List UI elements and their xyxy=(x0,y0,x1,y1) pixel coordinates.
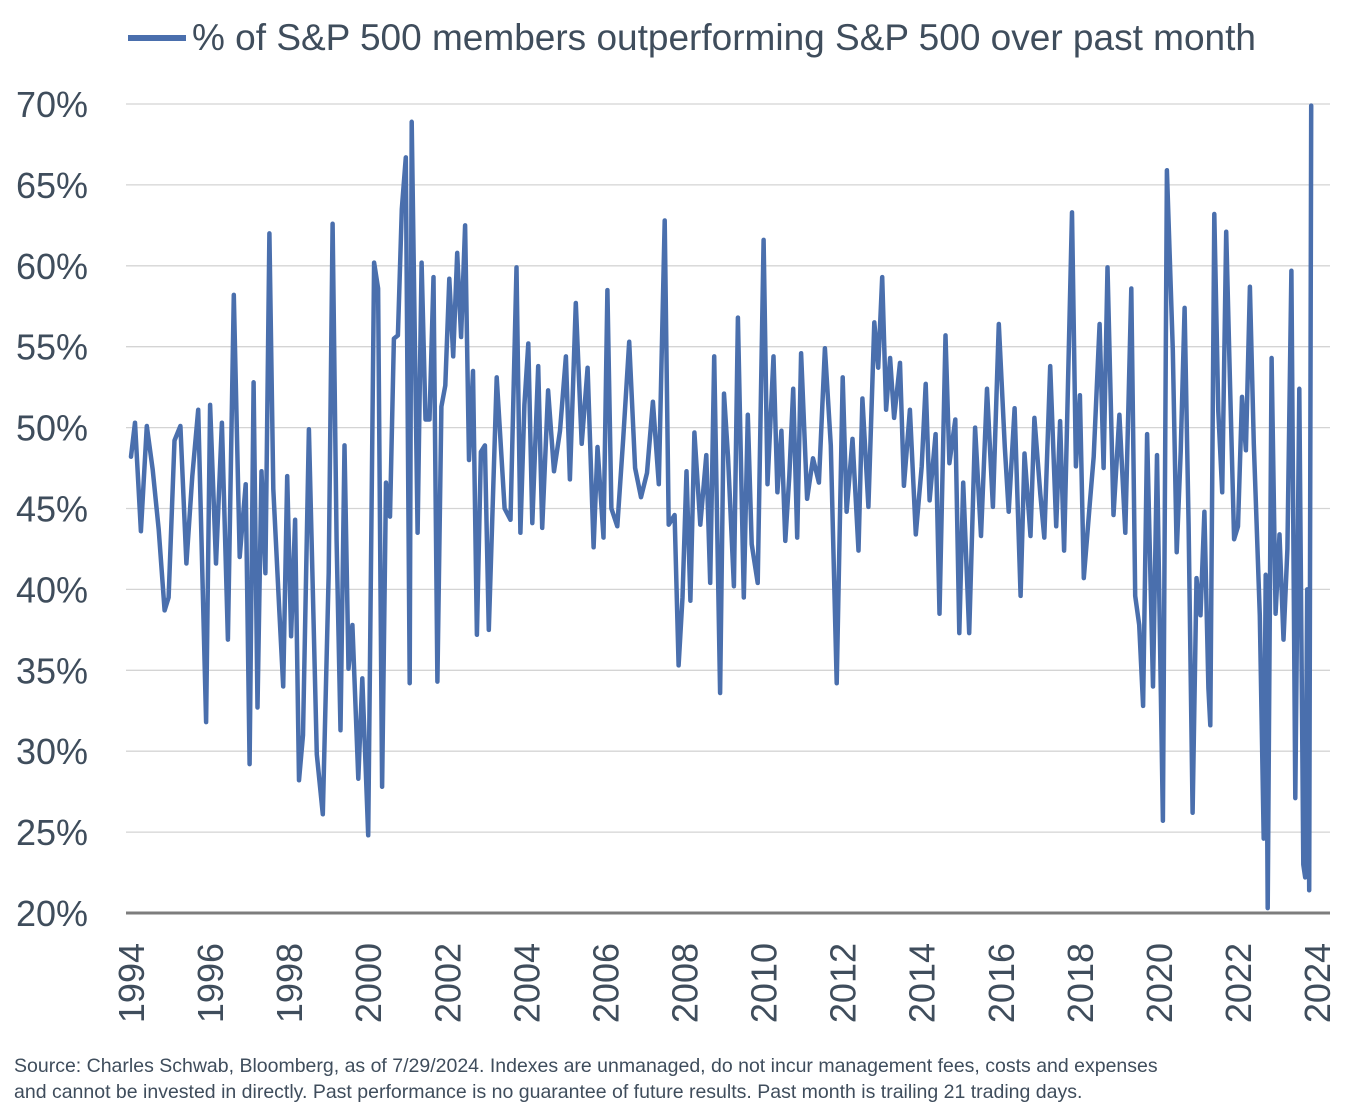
source-footnote: Source: Charles Schwab, Bloomberg, as of… xyxy=(14,1053,1344,1105)
y-tick-label: 40% xyxy=(16,569,88,610)
x-tick-label: 2016 xyxy=(981,943,1022,1023)
y-tick-label: 70% xyxy=(16,84,88,125)
x-tick-label: 2010 xyxy=(744,943,785,1023)
y-tick-label: 25% xyxy=(16,812,88,853)
x-tick-label: 2004 xyxy=(506,943,547,1023)
legend-label: % of S&P 500 members outperforming S&P 5… xyxy=(192,17,1256,58)
y-tick-label: 35% xyxy=(16,650,88,691)
x-tick-label: 2012 xyxy=(823,943,864,1023)
footnote-line-2: and cannot be invested in directly. Past… xyxy=(14,1081,1083,1103)
y-tick-label: 60% xyxy=(16,246,88,287)
x-tick-label: 1998 xyxy=(269,943,310,1023)
x-tick-label: 2002 xyxy=(427,943,468,1023)
x-tick-label: 2018 xyxy=(1060,943,1101,1023)
y-tick-label: 55% xyxy=(16,327,88,368)
y-tick-label: 45% xyxy=(16,489,88,530)
legend: % of S&P 500 members outperforming S&P 5… xyxy=(128,17,1256,58)
y-tick-label: 20% xyxy=(16,893,88,934)
x-tick-label: 2008 xyxy=(665,943,706,1023)
x-axis-tick-labels: 1994 1996 1998 2000 2002 2004 2006 2008 2010 2012… xyxy=(111,943,1338,1023)
x-tick-label: 1994 xyxy=(111,943,152,1023)
footnote-line-1: Source: Charles Schwab, Bloomberg, as of… xyxy=(14,1055,1158,1077)
y-tick-label: 50% xyxy=(16,408,88,449)
series-group xyxy=(128,103,1314,911)
x-tick-label: 2006 xyxy=(585,943,626,1023)
x-tick-label: 1996 xyxy=(190,943,231,1023)
y-tick-label: 30% xyxy=(16,731,88,772)
y-tick-label: 65% xyxy=(16,165,88,206)
x-tick-label: 2022 xyxy=(1218,943,1259,1023)
x-tick-label: 2024 xyxy=(1297,943,1338,1023)
x-tick-label: 2020 xyxy=(1139,943,1180,1023)
y-axis-tick-labels: 70% 65% 60% 55% 50% 45% 40% 35% 30% 25% 20% xyxy=(16,84,88,934)
x-tick-label: 2000 xyxy=(348,943,389,1023)
line-chart: % of S&P 500 members outperforming S&P 5… xyxy=(16,17,1338,1023)
series-line xyxy=(128,103,1314,911)
x-tick-label: 2014 xyxy=(902,943,943,1023)
